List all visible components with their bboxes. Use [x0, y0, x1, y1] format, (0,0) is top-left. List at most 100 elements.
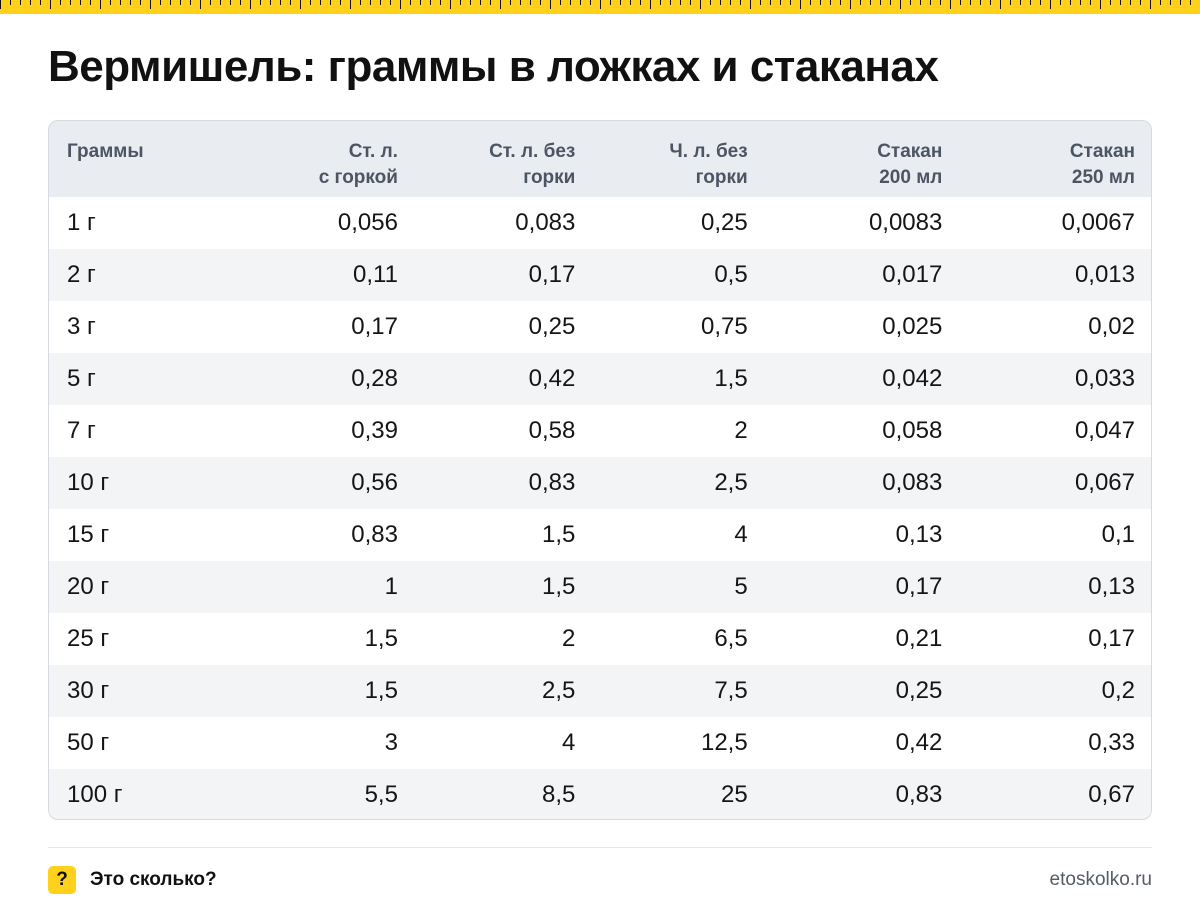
header-line: Стакан [1069, 141, 1135, 162]
table-row: 100 г 5,5 8,5 25 0,83 0,67 [49, 769, 1151, 819]
value-cell: 0,17 [895, 573, 943, 600]
value-cell: 0,17 [1088, 625, 1135, 652]
value-cell: 0,5 [714, 261, 748, 288]
header-line: 200 мл [879, 167, 943, 188]
value-cell: 0,067 [1074, 469, 1135, 496]
value-cell: 0,1 [1101, 521, 1135, 548]
header-grams: Граммы [49, 121, 252, 197]
table-row: 2 г 0,11 0,17 0,5 0,017 0,013 [49, 249, 1151, 301]
value-cell: 7,5 [714, 677, 748, 704]
grams-cell: 1 г [67, 209, 96, 236]
value-cell: 0,013 [1074, 261, 1135, 288]
value-cell: 0,0067 [1061, 209, 1135, 236]
value-cell: 0,083 [515, 209, 576, 236]
value-cell: 0,2 [1101, 677, 1135, 704]
value-cell: 5 [734, 573, 748, 600]
value-cell: 0,42 [528, 365, 576, 392]
value-cell: 0,75 [700, 313, 748, 340]
value-cell: 0,83 [528, 469, 576, 496]
grams-cell: 20 г [67, 573, 110, 600]
header-tsp-level: Ч. л. без горки [591, 121, 763, 197]
grams-cell: 30 г [67, 677, 110, 704]
value-cell: 0,83 [351, 521, 398, 548]
site-url: etoskolko.ru [1049, 869, 1152, 890]
table-row: 25 г 1,5 2 6,5 0,21 0,17 [49, 613, 1151, 665]
value-cell: 5,5 [364, 781, 398, 808]
grams-cell: 2 г [67, 261, 96, 288]
header-line: горки [523, 167, 576, 188]
value-cell: 0,25 [700, 209, 748, 236]
value-cell: 0,042 [882, 365, 943, 392]
grams-cell: 25 г [67, 625, 110, 652]
grams-cell: 3 г [67, 313, 96, 340]
value-cell: 0,11 [353, 261, 398, 288]
header-line: 250 мл [1071, 167, 1135, 188]
header-line: горки [695, 167, 748, 188]
value-cell: 1,5 [541, 573, 576, 600]
value-cell: 2 [562, 625, 576, 652]
value-cell: 1,5 [364, 677, 398, 704]
table: Граммы Ст. л. с горкой Ст. л. без горки Ч.… [49, 121, 1151, 819]
value-cell: 3 [384, 729, 398, 756]
table-row: 7 г 0,39 0,58 2 0,058 0,047 [49, 405, 1151, 457]
header-glass-250: Стакан 250 мл [958, 121, 1151, 197]
table-body: 1 г 0,056 0,083 0,25 0,0083 0,0067 2 г 0,11 0,17… [49, 197, 1151, 819]
value-cell: 0,02 [1088, 313, 1135, 340]
conversion-table: Граммы Ст. л. с горкой Ст. л. без горки Ч.… [48, 120, 1152, 820]
value-cell: 0,58 [528, 417, 576, 444]
value-cell: 1 [384, 573, 398, 600]
value-cell: 0,25 [528, 313, 576, 340]
brand-name: Это сколько? [90, 869, 217, 890]
table-row: 1 г 0,056 0,083 0,25 0,0083 0,0067 [49, 197, 1151, 249]
ruler-strip [0, 0, 1200, 14]
value-cell: 0,047 [1074, 417, 1135, 444]
value-cell: 0,67 [1088, 781, 1135, 808]
value-cell: 0,033 [1074, 365, 1135, 392]
grams-cell: 10 г [67, 469, 110, 496]
value-cell: 0,39 [351, 417, 398, 444]
value-cell: 0,21 [895, 625, 943, 652]
value-cell: 4 [734, 521, 748, 548]
footer-brand: ? Это сколько? [48, 866, 217, 894]
value-cell: 2,5 [714, 469, 748, 496]
footer-divider [48, 847, 1152, 848]
table-row: 50 г 3 4 12,5 0,42 0,33 [49, 717, 1151, 769]
value-cell: 0,17 [351, 313, 398, 340]
value-cell: 0,56 [351, 469, 398, 496]
table-row: 20 г 1 1,5 5 0,17 0,13 [49, 561, 1151, 613]
grams-cell: 100 г [67, 781, 123, 808]
value-cell: 0,13 [895, 521, 943, 548]
value-cell: 0,83 [895, 781, 943, 808]
value-cell: 0,056 [337, 209, 398, 236]
value-cell: 6,5 [714, 625, 748, 652]
value-cell: 4 [562, 729, 576, 756]
value-cell: 0,17 [528, 261, 576, 288]
header-line: Ст. л. [348, 141, 398, 162]
grams-cell: 15 г [67, 521, 110, 548]
header-line: Граммы [67, 141, 144, 162]
value-cell: 0,33 [1088, 729, 1135, 756]
value-cell: 0,017 [882, 261, 943, 288]
table-row: 5 г 0,28 0,42 1,5 0,042 0,033 [49, 353, 1151, 405]
value-cell: 0,28 [351, 365, 398, 392]
value-cell: 0,42 [895, 729, 943, 756]
page-title: Вермишель: граммы в ложках и стаканах [48, 42, 939, 91]
table-row: 30 г 1,5 2,5 7,5 0,25 0,2 [49, 665, 1151, 717]
value-cell: 1,5 [714, 365, 748, 392]
value-cell: 0,025 [882, 313, 943, 340]
header-line: Стакан [877, 141, 943, 162]
header-line: Ч. л. без [669, 141, 748, 162]
question-icon: ? [48, 866, 76, 894]
value-cell: 0,0083 [868, 209, 943, 236]
value-cell: 8,5 [541, 781, 576, 808]
value-cell: 2,5 [541, 677, 576, 704]
value-cell: 1,5 [364, 625, 398, 652]
header-glass-200: Стакан 200 мл [764, 121, 959, 197]
grams-cell: 50 г [67, 729, 110, 756]
grams-cell: 5 г [67, 365, 96, 392]
table-row: 10 г 0,56 0,83 2,5 0,083 0,067 [49, 457, 1151, 509]
header-tbsp-heaped: Ст. л. с горкой [252, 121, 414, 197]
header-line: с горкой [318, 167, 398, 188]
value-cell: 25 [721, 781, 748, 808]
table-row: 15 г 0,83 1,5 4 0,13 0,1 [49, 509, 1151, 561]
